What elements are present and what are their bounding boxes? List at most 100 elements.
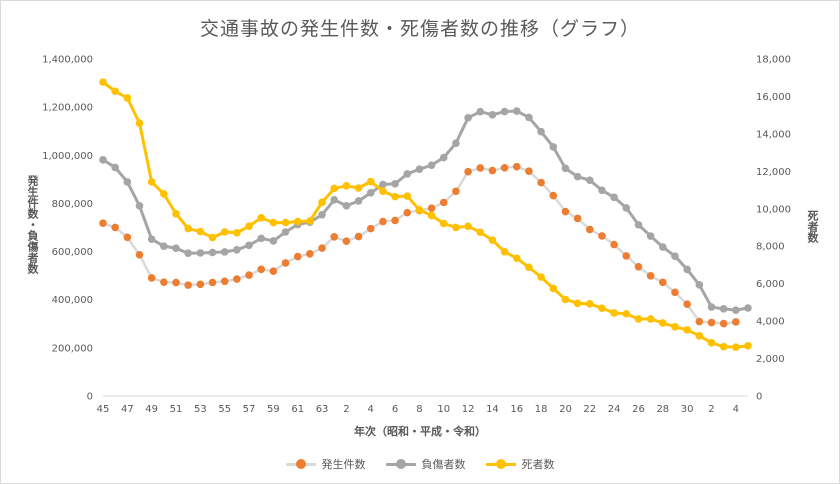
data-point-2 — [293, 217, 302, 226]
y-tick-left: 600,000 — [52, 247, 93, 258]
data-point-0 — [646, 272, 655, 280]
y-tick-left: 200,000 — [52, 343, 93, 354]
data-point-2 — [598, 304, 606, 312]
data-point-0 — [318, 244, 326, 252]
data-point-1 — [659, 243, 667, 251]
data-point-2 — [208, 233, 217, 242]
legend-marker-injured — [385, 458, 416, 470]
x-tick-label: 26 — [632, 404, 645, 415]
data-point-1 — [330, 196, 339, 204]
data-point-2 — [744, 342, 752, 350]
data-point-1 — [123, 178, 132, 186]
legend-item-injured[interactable]: 負傷者数 — [385, 456, 466, 472]
data-point-2 — [525, 263, 533, 272]
y-tick-right: 14,000 — [756, 129, 791, 140]
y-tick-right: 16,000 — [756, 92, 791, 103]
data-point-2 — [379, 187, 387, 195]
data-point-0 — [379, 217, 387, 226]
data-point-0 — [671, 288, 679, 297]
data-point-0 — [659, 278, 667, 287]
data-point-1 — [744, 304, 752, 312]
data-point-2 — [135, 119, 144, 127]
data-point-0 — [135, 250, 144, 259]
data-point-1 — [233, 246, 241, 254]
y-tick-right: 18,000 — [756, 55, 791, 66]
x-tick-label: 45 — [97, 404, 110, 415]
data-point-1 — [257, 234, 266, 243]
data-point-2 — [403, 192, 412, 200]
data-point-0 — [293, 252, 302, 261]
data-point-1 — [147, 235, 156, 243]
data-point-1 — [135, 202, 144, 210]
data-point-2 — [719, 342, 728, 351]
y-tick-right: 0 — [756, 392, 762, 403]
y-tick-right: 10,000 — [756, 204, 791, 215]
data-point-1 — [366, 189, 375, 197]
data-point-1 — [707, 303, 716, 311]
data-point-0 — [598, 232, 606, 240]
y-tick-left: 0 — [87, 392, 93, 403]
data-point-1 — [512, 107, 521, 115]
data-point-1 — [500, 107, 509, 116]
data-point-2 — [257, 213, 266, 222]
data-point-0 — [610, 240, 618, 249]
data-point-2 — [415, 206, 424, 214]
y-tick-right: 6,000 — [756, 279, 785, 290]
y-tick-right: 4,000 — [756, 317, 785, 328]
data-point-0 — [512, 162, 521, 171]
x-tick-label: 30 — [681, 404, 694, 415]
data-point-2 — [172, 209, 180, 218]
data-point-2 — [366, 177, 375, 186]
data-point-2 — [439, 219, 448, 228]
data-point-2 — [196, 227, 205, 236]
data-point-2 — [707, 339, 716, 347]
data-point-2 — [233, 228, 241, 237]
legend-item-deaths[interactable]: 死者数 — [485, 456, 555, 472]
x-tick-label: 49 — [145, 404, 158, 415]
data-point-0 — [622, 252, 631, 260]
data-point-2 — [220, 228, 229, 236]
data-point-2 — [537, 273, 545, 281]
x-tick-label: 59 — [267, 404, 280, 415]
data-point-1 — [683, 265, 691, 274]
data-point-1 — [622, 204, 631, 212]
legend-item-accidents[interactable]: 発生件数 — [285, 456, 366, 472]
data-point-2 — [330, 184, 339, 193]
data-point-1 — [99, 156, 107, 164]
data-point-0 — [99, 219, 107, 227]
data-point-2 — [659, 319, 667, 327]
data-point-1 — [379, 180, 387, 189]
data-point-1 — [427, 161, 436, 169]
data-point-2 — [99, 78, 107, 86]
x-tick-label: 4 — [368, 404, 374, 415]
data-point-2 — [585, 300, 594, 308]
data-point-0 — [427, 204, 436, 212]
data-point-2 — [245, 222, 253, 230]
series-line-1 — [102, 109, 749, 312]
data-point-1 — [269, 237, 278, 245]
x-tick-label: 61 — [291, 404, 304, 415]
data-point-1 — [196, 249, 205, 257]
y-tick-right: 2,000 — [756, 354, 785, 365]
y-tick-left: 1,000,000 — [42, 151, 93, 162]
data-point-1 — [172, 244, 180, 253]
data-point-1 — [476, 107, 485, 116]
data-point-0 — [488, 166, 497, 175]
data-point-0 — [634, 262, 643, 271]
data-point-0 — [342, 237, 351, 245]
data-point-2 — [476, 228, 485, 237]
y-tick-left: 400,000 — [52, 295, 93, 306]
data-point-0 — [695, 317, 704, 326]
data-point-1 — [415, 165, 424, 173]
data-point-0 — [306, 250, 314, 258]
data-point-0 — [561, 207, 570, 216]
y-axis-left-label: 発生件数・負傷者数 — [26, 175, 39, 274]
data-point-1 — [318, 210, 326, 219]
data-point-1 — [111, 163, 119, 172]
data-point-2 — [160, 190, 168, 198]
data-point-1 — [585, 176, 594, 185]
data-point-1 — [549, 143, 558, 151]
data-point-1 — [281, 228, 290, 236]
data-point-1 — [403, 170, 412, 178]
